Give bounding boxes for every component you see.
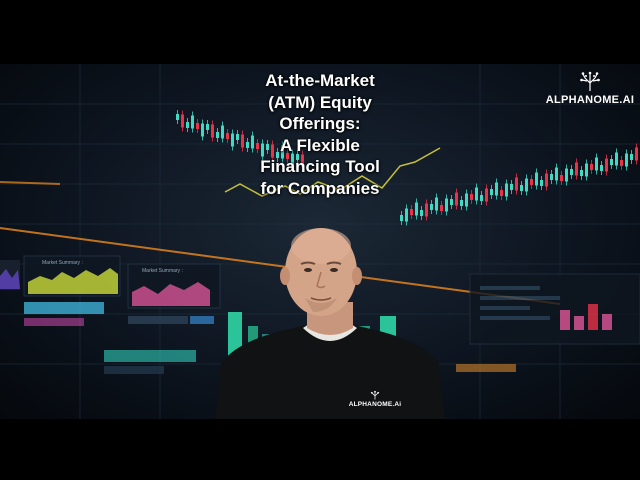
title-line: (ATM) Equity [268,92,372,112]
candle-body [575,162,578,176]
candle-body [271,144,274,158]
candle-body [460,200,463,206]
candle-body [500,190,503,196]
tree-logo-icon [580,71,600,91]
candle-body [281,145,284,159]
presenter-person [215,228,445,419]
candle-body [291,153,294,167]
candle-body [510,184,513,190]
candle-body [186,122,189,128]
candle-body [625,153,628,167]
candle-body [405,208,408,222]
candle-body [206,124,209,130]
candle-body [545,173,548,187]
candle-body [445,198,448,212]
candle-body [570,169,573,175]
title-line: Offerings: [279,114,361,133]
candle-body [176,114,179,120]
candle-body [266,144,269,150]
candle-body [430,204,433,210]
candle-body [520,185,523,191]
candle-body [550,174,553,180]
candle-body [221,125,224,139]
candle-body [485,188,488,202]
candle-body [196,123,199,129]
candle-body [241,134,244,148]
candle-body [400,215,403,221]
candle-body [440,205,443,211]
candle-body [425,203,428,217]
candle-body [261,143,264,157]
candle-body [236,134,239,140]
candle-body [286,153,289,159]
title-line: A Flexible [280,135,360,155]
candle-body [450,199,453,205]
candle-body [301,154,304,168]
candle-body [435,197,438,211]
candle-body [490,189,493,195]
candle-body [565,168,568,182]
candle-body [480,195,483,201]
panel-2-label: Market Summary : [142,268,183,274]
candle-body [605,158,608,172]
candle-body [595,157,598,171]
candle-body [216,132,219,138]
candle-body [635,147,638,161]
candle-body [226,133,229,139]
candle-body [256,143,259,149]
candle-body [231,133,234,147]
candle-body [630,154,633,160]
video-frame: Market Summary : Market Summary : [0,64,640,419]
candle-body [191,115,194,129]
candle-body [600,165,603,171]
brand-logo-text: ALPHANOME.AI [545,94,635,106]
candle-body [276,152,279,158]
panel-1-label: Market Summary : [42,260,83,266]
candle-body [535,172,538,186]
title-line: Financing Tool [260,157,380,176]
candle-body [505,183,508,197]
candle-body [610,159,613,165]
candle-body [590,164,593,170]
candle-body [580,170,583,176]
candle-body [465,193,468,207]
candle-body [530,179,533,185]
candle-body [560,175,563,181]
brand-logo: ALPHANOME.AI [540,70,640,106]
title-line: for Companies [260,178,380,198]
candle-body [525,178,528,192]
candle-body [540,180,543,186]
candle-body [420,210,423,216]
candle-body [415,202,418,216]
candle-body [585,163,588,177]
candle-body [555,167,558,181]
candle-body [620,160,623,166]
candle-body [181,114,184,128]
candle-body [455,192,458,206]
candle-body [211,124,214,138]
candle-body [410,209,413,215]
candle-body [495,182,498,196]
tree-logo-icon [370,390,380,400]
candle-body [246,142,249,148]
candle-body [475,187,478,201]
candle-body [470,194,473,200]
candle-body [296,154,299,160]
candle-body [515,177,518,191]
candle-body [201,123,204,137]
shirt-logo: ALPHANOME.Ai [345,390,405,408]
candle-body [615,152,618,166]
title-line: At-the-Market [265,71,375,90]
shirt-logo-text: ALPHANOME.Ai [348,401,402,408]
candle-body [251,135,254,149]
video-title: At-the-Market (ATM) Equity Offerings: A … [196,70,444,199]
